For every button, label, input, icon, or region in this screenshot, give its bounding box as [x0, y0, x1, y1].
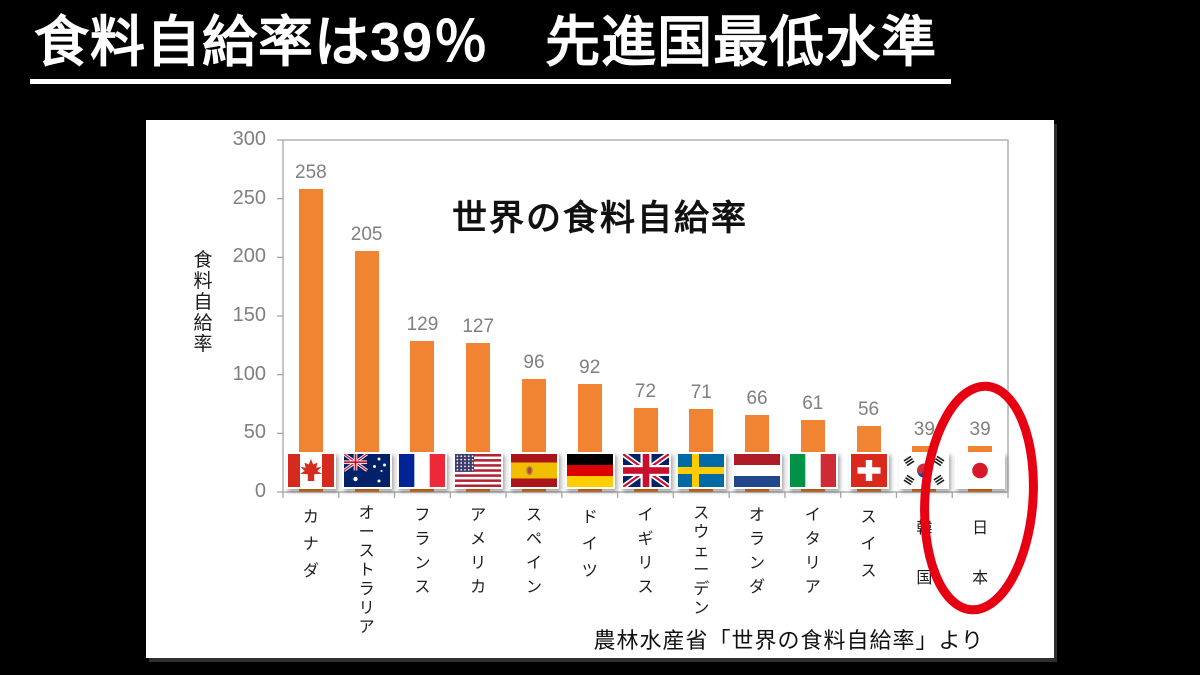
- flag-australia-icon: [341, 452, 392, 489]
- flag-france-icon: [397, 452, 448, 489]
- flag-usa-icon: [453, 452, 504, 489]
- y-tick-label: 100: [232, 362, 266, 385]
- flag-sweden-icon: [676, 452, 727, 489]
- flag-netherlands-icon: [732, 452, 783, 489]
- bar-value-label: 39: [913, 419, 935, 441]
- chart-axes: [277, 139, 1009, 498]
- source-note: 農林水産省「世界の食料自給率」より: [593, 628, 984, 653]
- bar-value-label: 39: [969, 419, 991, 441]
- bar-value-label: 56: [857, 399, 880, 421]
- category-label: カナダ: [302, 509, 319, 580]
- flag-uk-icon: [620, 452, 671, 489]
- y-axis-label: 食料自給率: [193, 250, 213, 355]
- category-label: 日本: [972, 520, 989, 587]
- slide-title: 食料自給率は39％ 先進国最低水準: [30, 10, 952, 84]
- category-label: スペイン: [525, 507, 542, 596]
- y-tick-label: 0: [254, 480, 266, 502]
- category-label: イタリア: [804, 507, 821, 596]
- bar-value-label: 96: [523, 352, 545, 374]
- bar-value-label: 127: [462, 315, 495, 337]
- bar-value-label: 92: [579, 357, 601, 379]
- y-tick-label: 200: [232, 245, 266, 268]
- bar-value-label: 71: [690, 381, 712, 403]
- bar-value-label: 129: [406, 313, 439, 335]
- category-label: オランダ: [749, 507, 766, 596]
- category-label: ドイツ: [581, 509, 598, 580]
- bar: [298, 189, 323, 492]
- category-label: イギリス: [637, 507, 654, 596]
- bar-value-label: 66: [746, 387, 768, 409]
- y-tick-label: 50: [243, 421, 266, 444]
- flag-japan-icon: [955, 452, 1006, 489]
- flag-canada-icon: [285, 452, 336, 489]
- bar-value-label: 258: [295, 162, 327, 184]
- flag-germany-icon: [564, 452, 615, 489]
- bar-value-label: 72: [634, 380, 657, 402]
- flag-italy-icon: [787, 452, 838, 489]
- flag-switzerland-icon: [848, 452, 889, 489]
- y-tick-label: 300: [232, 128, 266, 150]
- bar-value-label: 61: [802, 393, 824, 415]
- flag-spain-icon: [508, 452, 559, 489]
- category-label: オーストラリア: [358, 505, 375, 636]
- category-label: アメリカ: [470, 507, 487, 596]
- category-label: スイス: [860, 509, 877, 580]
- y-tick-label: 150: [232, 304, 266, 326]
- chart-panel: 世界の食料自給率 食料自給率 258 カナダ 205 オーストラリア 129 フラン…: [146, 120, 1054, 658]
- bar: [354, 251, 379, 492]
- chart-title: 世界の食料自給率: [451, 199, 748, 238]
- category-label: フランス: [414, 507, 431, 596]
- y-tick-label: 250: [232, 186, 266, 209]
- bar-value-label: 205: [350, 224, 383, 246]
- category-label: スウェーデン: [693, 505, 710, 617]
- highlight-ellipse: [920, 381, 1038, 615]
